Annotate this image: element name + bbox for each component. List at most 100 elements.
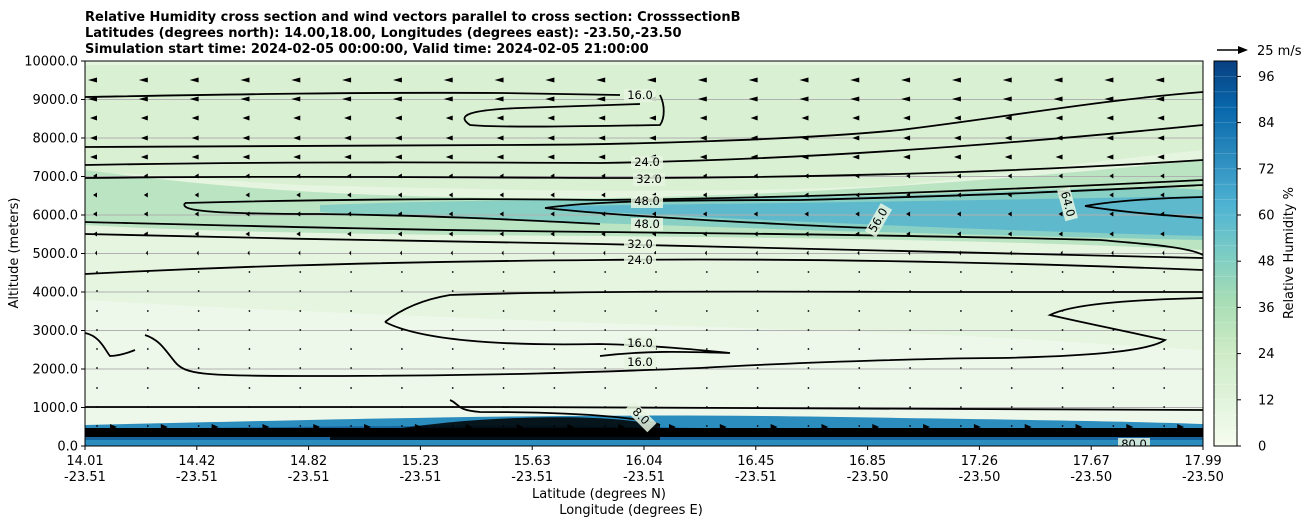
wind-vector — [448, 211, 453, 217]
wind-vector — [146, 329, 149, 331]
wind-vector — [401, 271, 403, 273]
wind-vector — [1007, 173, 1012, 179]
wind-vector — [194, 231, 199, 237]
contour-32-lower — [85, 233, 1203, 259]
wind-vector — [652, 231, 656, 237]
wind-vector — [392, 77, 402, 83]
wind-vector — [598, 135, 606, 141]
wind-vector — [189, 96, 199, 102]
x-tick-label-lon: -23.51 — [399, 470, 441, 485]
wind-vector — [1112, 406, 1115, 408]
wind-vector — [344, 115, 352, 121]
wind-vector — [1163, 406, 1166, 408]
wind-vector — [197, 290, 200, 292]
wind-vector — [96, 387, 98, 389]
wind-vector — [756, 290, 759, 292]
wind-vector — [1160, 211, 1165, 217]
wind-vector — [299, 310, 302, 312]
wind-vector — [1004, 154, 1012, 160]
wind-vector — [245, 231, 250, 237]
wind-vector — [240, 96, 250, 102]
wind-vector — [1155, 77, 1165, 83]
wind-vector — [401, 310, 403, 312]
wind-vector — [909, 310, 911, 312]
wind-vector-surface — [1177, 424, 1185, 430]
wind-vector — [248, 348, 251, 350]
contour-48-left-lobe — [183, 202, 601, 225]
wind-vector — [909, 348, 911, 350]
wind-vector — [756, 271, 759, 273]
contour-label-bg — [624, 400, 657, 433]
contour-16-upper — [85, 91, 1203, 148]
wind-vector — [960, 271, 962, 273]
wind-vector — [502, 290, 505, 292]
wind-vector — [858, 367, 861, 369]
wind-vector — [601, 231, 606, 237]
wind-vector — [299, 367, 302, 369]
wind-vector — [855, 231, 860, 237]
wind-vector — [699, 115, 707, 121]
wind-vector-surface — [465, 424, 473, 430]
wind-vector — [1010, 271, 1013, 273]
wind-vector — [750, 115, 758, 121]
wind-vector — [702, 211, 707, 217]
wind-vector — [699, 135, 707, 141]
wind-vector — [197, 367, 200, 369]
wind-vector — [248, 310, 251, 312]
colorbar-tick-label: 36 — [1258, 301, 1275, 316]
colorbar-gradient — [1213, 60, 1238, 447]
wind-vector — [502, 406, 505, 408]
x-tick-label-lon: -23.51 — [288, 470, 330, 485]
contour-16-lower — [85, 297, 1203, 377]
wind-vector — [451, 387, 454, 389]
wind-vector — [143, 211, 148, 217]
wind-vector — [906, 192, 911, 198]
wind-vector — [401, 387, 403, 389]
wind-vector — [1061, 348, 1064, 350]
wind-vector — [140, 154, 148, 160]
wind-vector — [1061, 271, 1064, 273]
wind-vector — [956, 231, 961, 237]
wind-vector — [909, 290, 911, 292]
wind-vector — [1112, 387, 1115, 389]
wind-vector — [240, 77, 250, 83]
wind-vector — [547, 154, 555, 160]
wind-vector — [655, 271, 657, 273]
wind-vector — [804, 173, 809, 179]
wind-vector — [1007, 211, 1012, 217]
wind-vector — [958, 250, 961, 256]
wind-vector-surface — [364, 424, 372, 430]
y-tick-label: 10000.0 — [24, 55, 78, 70]
wind-vector — [451, 290, 454, 292]
wind-vector — [1002, 96, 1012, 102]
wind-vector — [807, 425, 810, 427]
wind-vector — [804, 211, 809, 217]
contour-label-bg — [624, 254, 656, 267]
contour-label-bg — [624, 337, 656, 350]
wind-vector — [705, 387, 708, 389]
x-tick-label-lon: -23.50 — [958, 470, 1000, 485]
wind-vector — [96, 425, 98, 427]
wind-vector-surface — [719, 424, 727, 430]
wind-vector — [753, 211, 758, 217]
wind-vector — [450, 250, 453, 256]
wind-vector — [705, 310, 708, 312]
wind-vector — [652, 211, 656, 217]
wind-vector — [1106, 154, 1114, 160]
contour-label: 16.0 — [627, 88, 653, 102]
wind-vector — [90, 135, 97, 141]
wind-vector — [502, 348, 505, 350]
colorbar-tick-label: 12 — [1258, 393, 1275, 408]
contour-16-top — [85, 91, 621, 98]
contour-16-lobe — [463, 94, 665, 128]
x-axis-label-lat: Latitude (degrees N) — [532, 487, 666, 502]
wind-vector — [699, 154, 707, 160]
wind-vector — [748, 96, 758, 102]
wind-vector — [553, 329, 556, 331]
wind-vector — [191, 135, 199, 141]
wind-vector — [1109, 192, 1114, 198]
wind-vector-surface — [973, 424, 981, 430]
x-tick-label-lat: 15.23 — [402, 454, 439, 469]
wind-vector — [496, 135, 504, 141]
wind-vector — [1058, 173, 1063, 179]
